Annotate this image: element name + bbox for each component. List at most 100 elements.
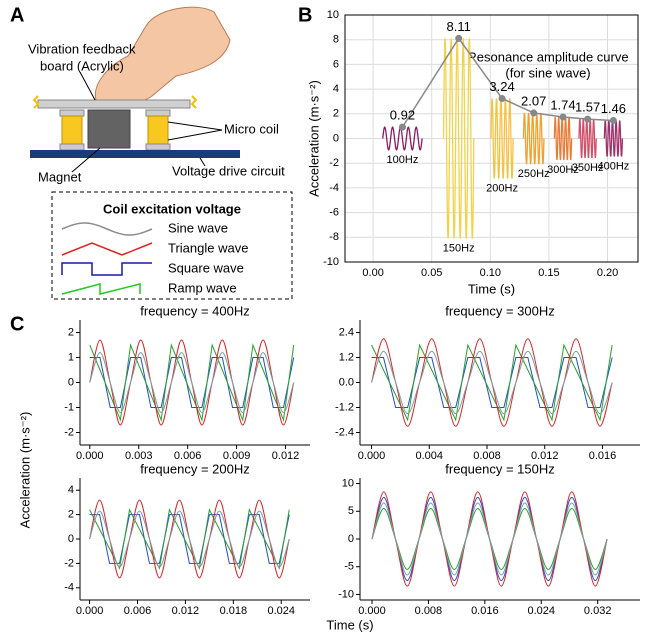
y-tick-label: -1 <box>64 401 74 413</box>
value-label: 8.11 <box>447 19 471 34</box>
y-axis-label: Acceleration (m·s⁻²) <box>306 80 321 197</box>
x-tick-label: 0.012 <box>272 450 300 462</box>
legend-box <box>51 191 293 300</box>
annotation: (for sine wave) <box>505 65 590 80</box>
y-tick-label: 0.0 <box>339 376 354 388</box>
data-point <box>530 109 538 117</box>
series-line <box>371 350 613 415</box>
x-tick-label: 0.008 <box>415 605 443 617</box>
x-tick-label: 0.032 <box>584 605 612 617</box>
burst-label: 250Hz <box>518 168 550 180</box>
x-tick-label: 0.004 <box>416 450 444 462</box>
x-tick-label: 0.15 <box>538 267 559 279</box>
x-tick-label: 0.006 <box>124 605 152 617</box>
y-tick-label: 5 <box>348 505 354 517</box>
y-tick-label: -4 <box>329 182 339 194</box>
x-tick-label: 0.000 <box>358 450 386 462</box>
legend-title: Coil excitation voltage <box>103 201 241 216</box>
burst-wave <box>382 126 423 151</box>
x-tick-label: 0.000 <box>76 605 104 617</box>
y-tick-label: 2.4 <box>339 326 354 338</box>
chart-title: frequency = 300Hz <box>445 303 554 318</box>
burst-label: 150Hz <box>443 243 475 255</box>
x-tick-label: 0.05 <box>421 267 442 279</box>
diagram-label: Micro coil <box>224 121 279 136</box>
chart-title: frequency = 150Hz <box>445 461 554 476</box>
y-tick-label: 10 <box>342 477 354 489</box>
burst-wave <box>553 116 573 161</box>
vibration-mark <box>32 95 198 109</box>
y-tick-label: -8 <box>329 231 339 243</box>
series-line <box>89 508 290 570</box>
y-tick-label: 2 <box>333 108 339 120</box>
coil <box>147 115 169 145</box>
x-tick-label: 0.012 <box>531 450 559 462</box>
coil-cap <box>145 143 171 151</box>
burst-label: 350Hz <box>572 162 604 174</box>
x-tick-label: 0.024 <box>267 605 295 617</box>
data-point <box>559 113 567 121</box>
legend-icon <box>61 283 141 295</box>
series-line <box>89 510 290 568</box>
burst-wave <box>603 120 624 157</box>
burst-wave <box>522 112 545 165</box>
burst-wave <box>490 98 514 179</box>
y-tick-label: -1.2 <box>335 401 354 413</box>
coil-cap <box>59 143 85 151</box>
annotation: Resonance amplitude curve <box>467 49 628 64</box>
x-tick-label: 0.009 <box>223 450 251 462</box>
y-tick-label: 1.2 <box>339 351 354 363</box>
series-line <box>371 502 608 576</box>
x-tick-label: 0.024 <box>527 605 555 617</box>
x-tick-label: 0.016 <box>589 450 617 462</box>
x-tick-label: 0.016 <box>471 605 499 617</box>
magnet <box>87 109 131 149</box>
value-label: 1.46 <box>601 101 626 116</box>
plot-frame <box>344 14 639 263</box>
x-tick-label: 0.000 <box>76 450 104 462</box>
data-point <box>609 116 617 124</box>
value-label: 3.24 <box>489 79 514 94</box>
panel-label: A <box>10 4 24 26</box>
data-point <box>584 115 592 123</box>
x-axis-label: Time (s) <box>326 617 373 632</box>
burst-label: 400Hz <box>597 160 629 172</box>
chart-title: frequency = 400Hz <box>140 303 249 318</box>
y-tick-label: 6 <box>333 58 339 70</box>
burst-label: 100Hz <box>387 154 419 166</box>
y-tick-label: 2 <box>68 509 74 521</box>
diagram-label: Voltage drive circuit <box>172 163 285 178</box>
y-tick-label: -2 <box>64 557 74 569</box>
y-tick-label: -2 <box>329 157 339 169</box>
series-line <box>371 343 613 422</box>
legend-label: Square wave <box>168 260 244 275</box>
data-point <box>398 123 406 131</box>
y-axis-label: Acceleration (m·s⁻²) <box>17 412 32 529</box>
y-tick-label: 2 <box>68 326 74 338</box>
x-tick-label: 0.012 <box>172 605 200 617</box>
x-tick-label: 0.20 <box>597 267 618 279</box>
y-tick-label: 8 <box>333 34 339 46</box>
y-tick-label: 0 <box>348 533 354 545</box>
x-tick-label: 0.006 <box>174 450 202 462</box>
burst-wave <box>578 118 597 159</box>
y-tick-label: -10 <box>323 256 339 268</box>
diagram-label: board (Acrylic) <box>40 58 124 73</box>
legend-label: Triangle wave <box>168 240 248 255</box>
finger <box>94 6 231 107</box>
x-tick-label: 0.008 <box>473 450 501 462</box>
chart-title: frequency = 200Hz <box>140 461 249 476</box>
y-tick-label: -2 <box>64 426 74 438</box>
y-tick-label: 4 <box>68 484 74 496</box>
coil-cap <box>145 109 171 117</box>
y-tick-label: 0 <box>68 533 74 545</box>
legend-icon <box>61 242 153 256</box>
leader-line <box>71 71 223 173</box>
x-tick-label: 0.003 <box>125 450 153 462</box>
y-tick-label: -2.4 <box>335 426 354 438</box>
x-tick-label: 0.000 <box>358 605 386 617</box>
coil-cap <box>59 109 85 117</box>
series-line <box>89 351 295 414</box>
value-label: 1.57 <box>575 100 600 115</box>
